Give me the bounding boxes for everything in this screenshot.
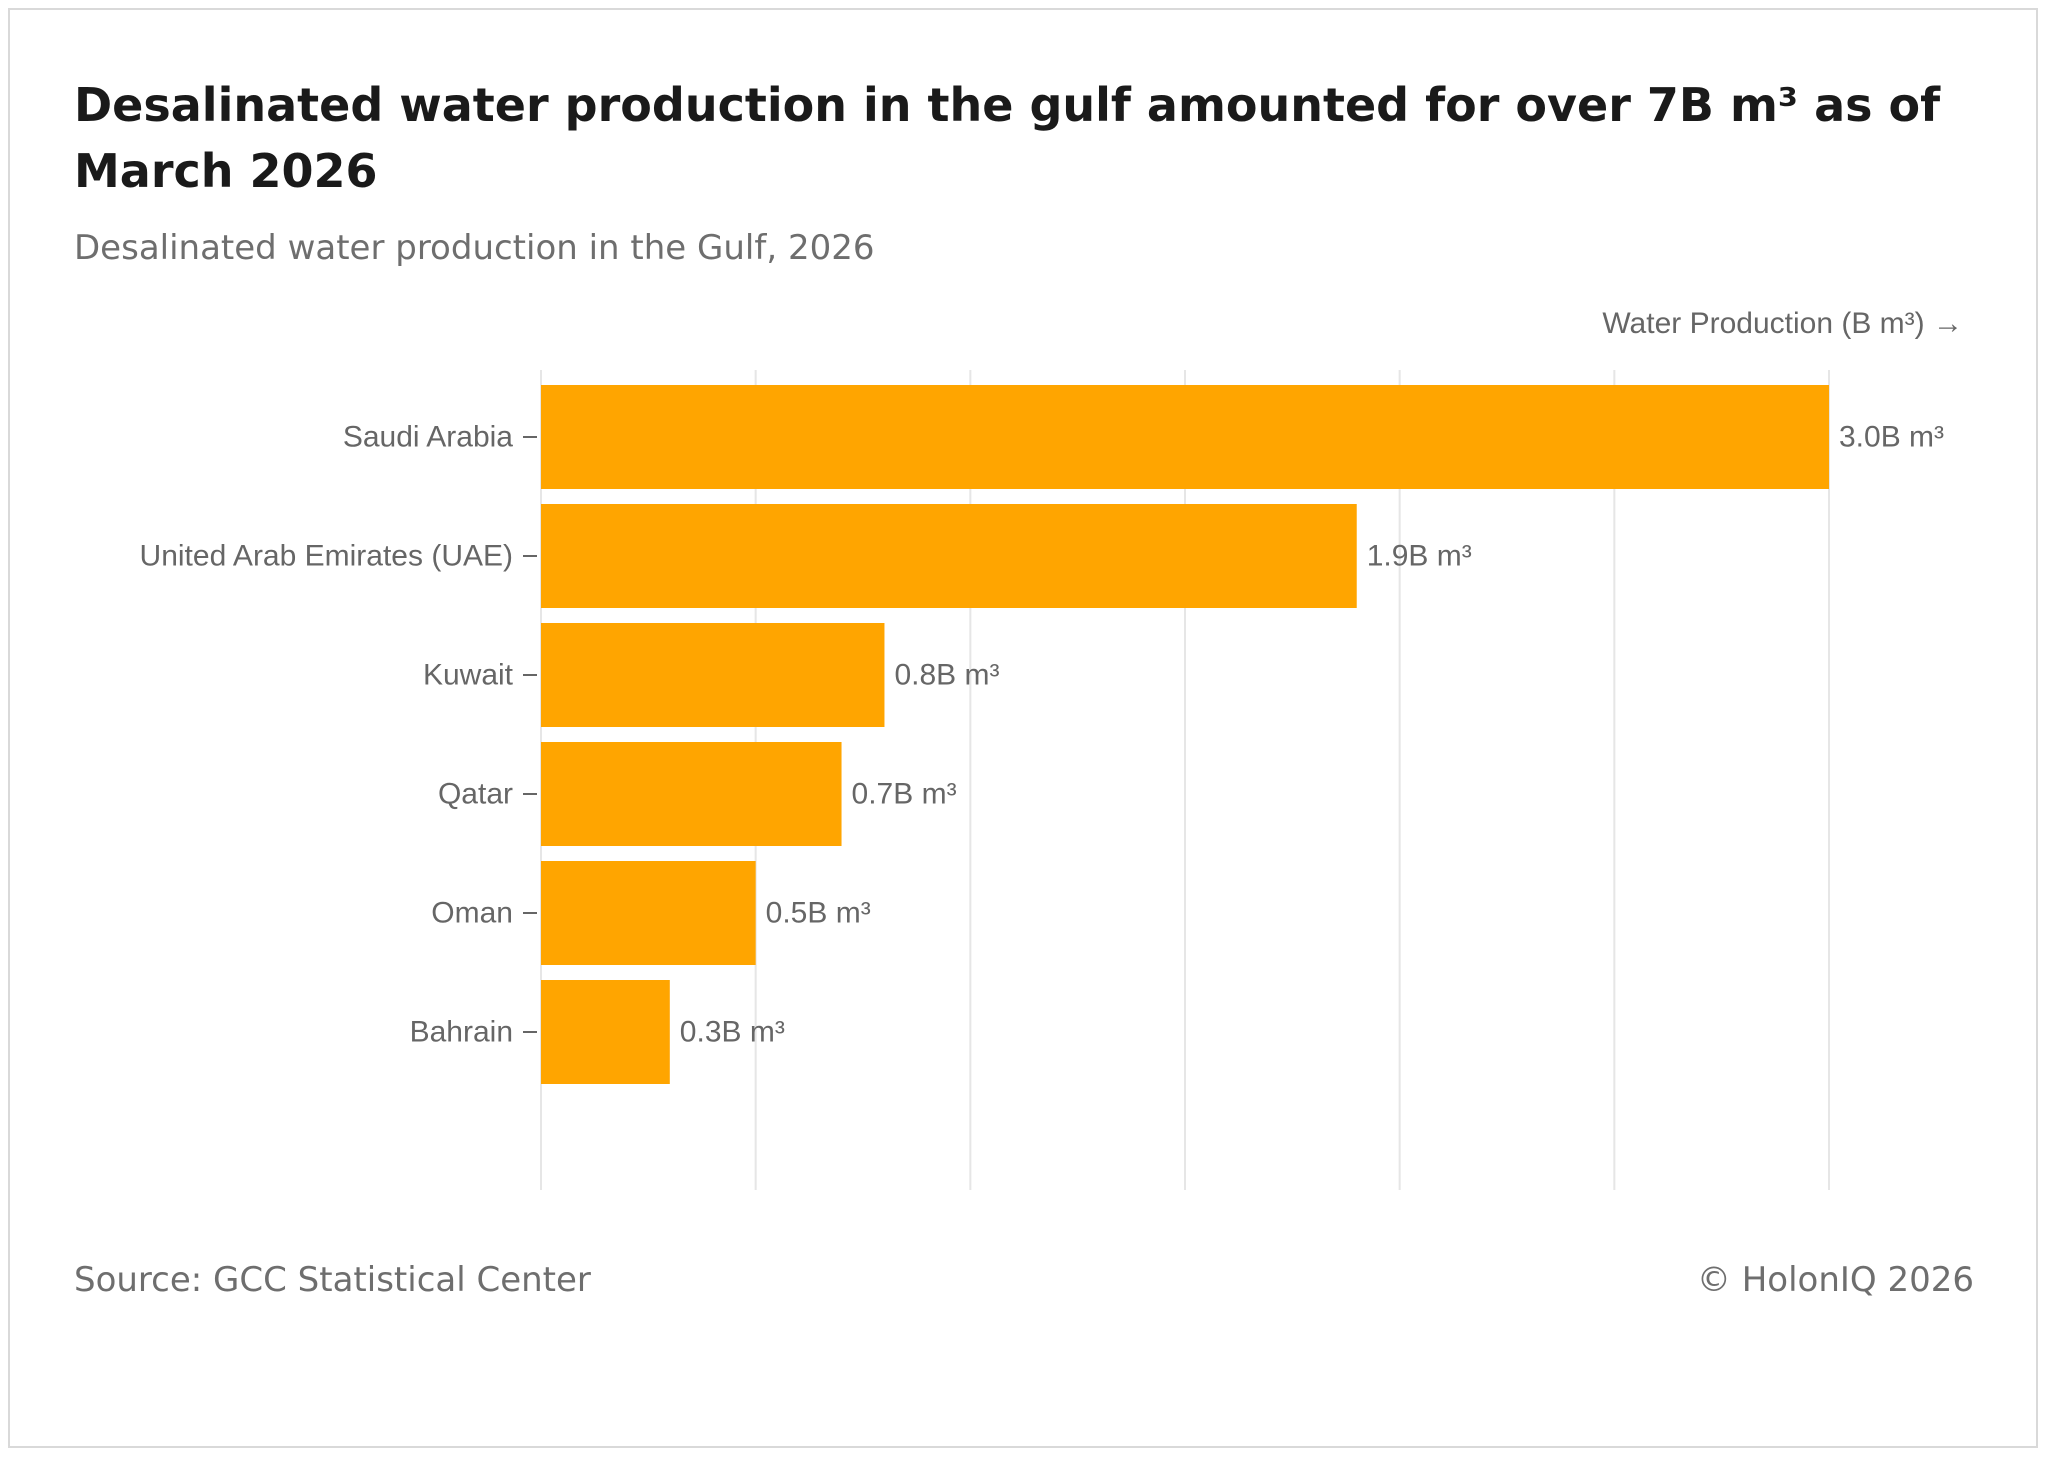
y-tick-label: United Arab Emirates (UAE) [140, 540, 513, 573]
data-label: 3.0B m³ [1839, 421, 1944, 454]
x-axis-title: Water Production (B m³) → [1602, 307, 1963, 340]
bar [541, 385, 1829, 489]
data-label: 0.8B m³ [894, 659, 999, 692]
copyright-note: © HolonIQ 2026 [1696, 1260, 1974, 1300]
labels: Water Production (B m³) → Saudi Arabia 3.0… [140, 307, 1963, 1049]
source-note: Source: GCC Statistical Center [74, 1260, 591, 1300]
chart-title: Desalinated water production in the gulf… [74, 78, 1941, 198]
bar [541, 504, 1357, 608]
data-label: 0.5B m³ [766, 897, 871, 930]
y-tick-label: Qatar [438, 778, 513, 811]
bar [541, 742, 842, 846]
y-tick-label: Saudi Arabia [343, 421, 513, 454]
y-tick-label: Bahrain [410, 1016, 513, 1049]
y-tick-label: Kuwait [423, 659, 514, 692]
bar [541, 623, 885, 727]
bar [541, 861, 756, 965]
bar [541, 980, 670, 1084]
data-label: 0.7B m³ [852, 778, 957, 811]
bars [541, 385, 1829, 1084]
data-label: 1.9B m³ [1367, 540, 1472, 573]
y-tick-label: Oman [431, 897, 513, 930]
chart-subtitle: Desalinated water production in the Gulf… [74, 228, 875, 268]
data-label: 0.3B m³ [680, 1016, 785, 1049]
chart-card [8, 8, 2038, 1448]
